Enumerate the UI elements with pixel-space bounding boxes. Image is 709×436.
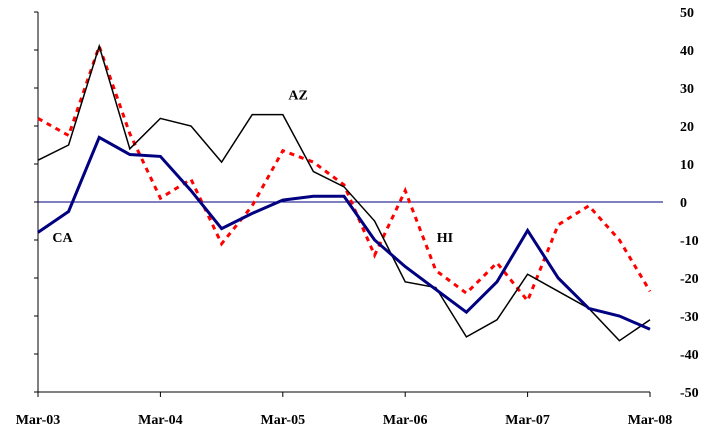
y-tick-label: -50 bbox=[680, 386, 699, 401]
axes bbox=[34, 11, 651, 397]
x-tick-label: Mar-06 bbox=[383, 413, 428, 428]
series-line-hi bbox=[37, 41, 652, 304]
series-label-hi: HI bbox=[437, 231, 453, 246]
x-tick-label: Mar-07 bbox=[505, 413, 550, 428]
x-tick-label: Mar-03 bbox=[16, 413, 61, 428]
y-tick-label: 30 bbox=[680, 82, 694, 97]
series-label-ca: CA bbox=[52, 231, 73, 246]
x-tick-label: Mar-05 bbox=[261, 413, 306, 428]
y-tick-label: 40 bbox=[680, 44, 694, 59]
y-tick-label: 0 bbox=[680, 196, 687, 211]
series-line-az bbox=[37, 43, 651, 342]
series-line-ca bbox=[37, 135, 651, 331]
y-tick-labels: 50 40 30 20 10 0 -10 -20 -30 -40 -50 bbox=[680, 6, 699, 401]
y-tick-label: -40 bbox=[680, 348, 699, 363]
x-tick-labels: Mar-03 Mar-04 Mar-05 Mar-06 Mar-07 Mar-08 bbox=[16, 413, 673, 428]
y-tick-label: -10 bbox=[680, 234, 699, 249]
y-tick-label: 50 bbox=[680, 6, 694, 21]
y-tick-label: 10 bbox=[680, 158, 694, 173]
y-tick-label: -20 bbox=[680, 272, 699, 287]
x-tick-label: Mar-04 bbox=[138, 413, 183, 428]
x-tick-label: Mar-08 bbox=[628, 413, 673, 428]
series-group bbox=[37, 41, 652, 342]
annotations: AZ CA HI bbox=[52, 88, 453, 246]
y-tick-label: 20 bbox=[680, 120, 694, 135]
y-tick-label: -30 bbox=[680, 310, 699, 325]
series-label-az: AZ bbox=[288, 88, 307, 103]
